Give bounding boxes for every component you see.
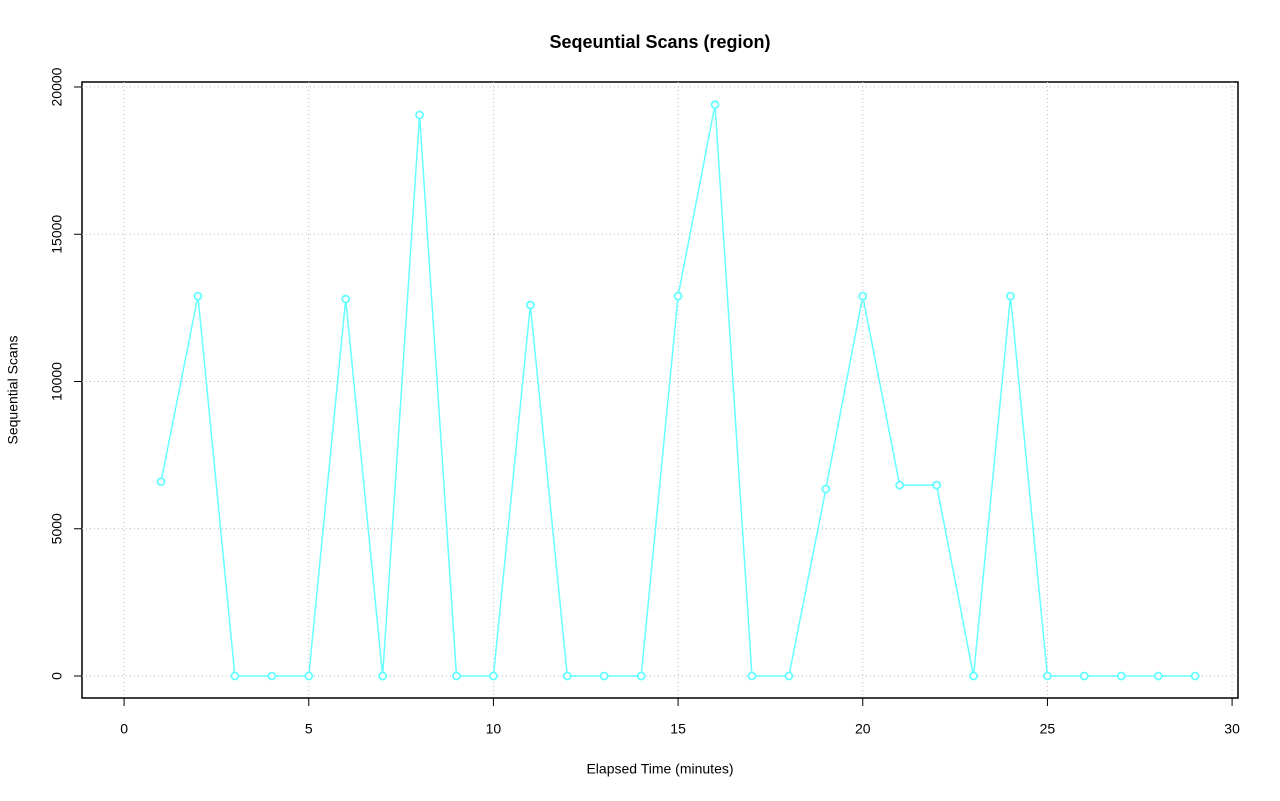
- data-point: [304, 671, 314, 681]
- x-tick-label: 10: [486, 721, 502, 737]
- y-tick-label: 10000: [49, 362, 65, 401]
- data-point: [636, 671, 646, 681]
- data-point: [895, 480, 905, 490]
- data-point: [156, 477, 166, 487]
- y-axis-title: Sequential Scans: [5, 336, 21, 445]
- data-point: [193, 291, 203, 301]
- data-point: [710, 100, 720, 110]
- data-point: [1006, 291, 1015, 301]
- x-tick-label: 15: [670, 721, 686, 737]
- data-point: [1079, 671, 1089, 681]
- plot-frame: [81, 81, 1239, 699]
- data-point: [525, 300, 535, 310]
- y-tick-label: 0: [49, 672, 65, 680]
- x-tick-label: 5: [305, 721, 313, 737]
- data-point: [673, 291, 683, 301]
- data-point: [415, 110, 424, 120]
- data-point: [341, 294, 351, 304]
- x-axis-title: Elapsed Time (minutes): [586, 761, 733, 777]
- data-point: [932, 480, 942, 490]
- data-point: [1190, 671, 1200, 681]
- data-point: [599, 671, 609, 681]
- y-tick-label: 5000: [49, 513, 65, 544]
- data-point: [378, 671, 388, 681]
- data-point: [784, 671, 794, 681]
- data-point: [1116, 671, 1126, 681]
- data-point: [1043, 671, 1052, 681]
- chart-title: Seqeuntial Scans (region): [549, 32, 770, 52]
- y-tick-label: 15000: [49, 215, 65, 254]
- x-tick-label: 0: [120, 721, 128, 737]
- x-tick-label: 30: [1224, 721, 1240, 737]
- data-point: [489, 671, 498, 681]
- data-point: [858, 291, 868, 301]
- data-point: [969, 671, 978, 681]
- data-point: [267, 671, 277, 681]
- x-tick-label: 20: [855, 721, 871, 737]
- data-point: [230, 671, 240, 681]
- data-point: [1153, 671, 1163, 681]
- data-point: [562, 671, 572, 681]
- y-tick-label: 20000: [49, 67, 65, 106]
- data-point: [747, 671, 757, 681]
- x-tick-label: 25: [1040, 721, 1056, 737]
- data-point: [821, 484, 831, 494]
- data-point: [452, 671, 461, 681]
